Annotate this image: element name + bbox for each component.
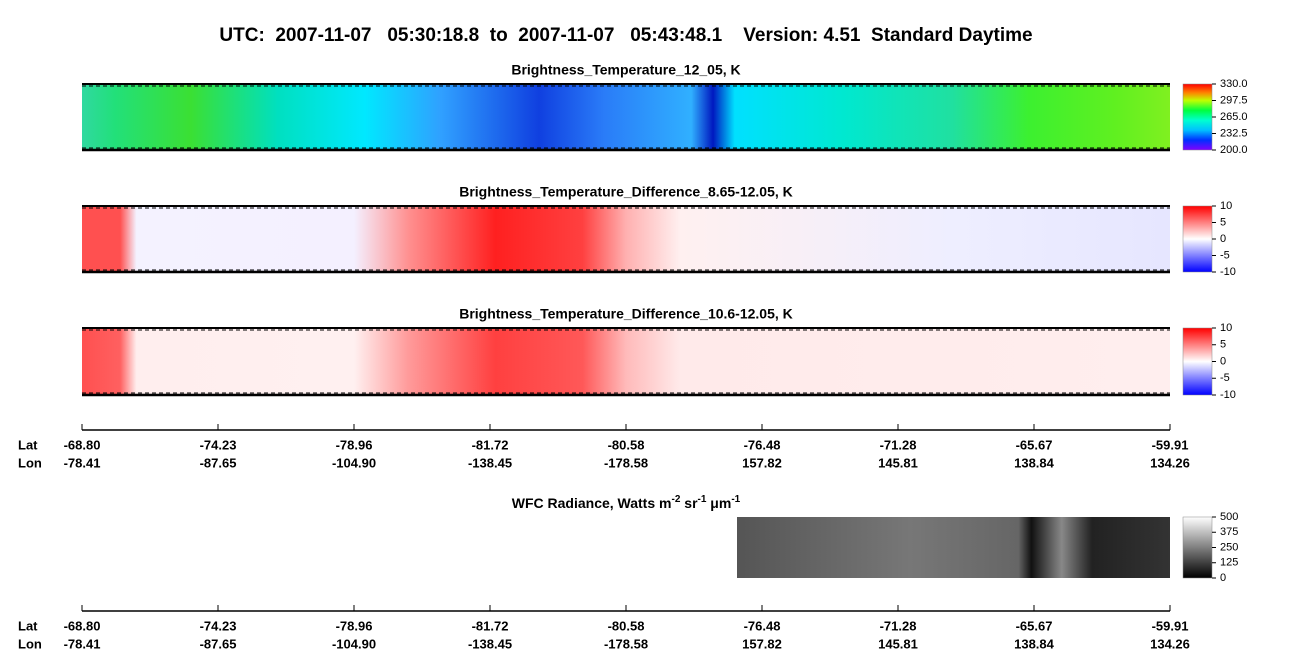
title-superscript: -1 (698, 494, 707, 505)
colorbar-tick-label: 125 (1220, 557, 1238, 569)
title-part: μm (706, 495, 731, 511)
lat-label: -68.80 (64, 618, 101, 633)
lat-label: -71.28 (880, 437, 917, 452)
lat-label: -76.48 (744, 618, 781, 633)
colorbar-tick-label: 5 (1220, 339, 1226, 351)
colorbar (1182, 327, 1213, 396)
lon-label: 157.82 (742, 455, 782, 470)
heatmap-image (82, 84, 1170, 150)
colorbar-tick-label: 297.5 (1220, 94, 1248, 106)
lat-label: -74.23 (200, 618, 237, 633)
colorbar-tick-label: 5 (1220, 216, 1226, 228)
panel-title: Brightness_Temperature_Difference_10.6-1… (459, 306, 793, 322)
colorbar-tick-label: 0 (1220, 572, 1226, 584)
colorbar-tick-label: 330.0 (1220, 78, 1248, 90)
heatmap-image (82, 328, 1170, 395)
lat-label: -59.91 (1152, 437, 1189, 452)
lat-label: -78.96 (336, 437, 373, 452)
axis-row-label: Lat (18, 437, 38, 452)
page-title: UTC: 2007-11-07 05:30:18.8 to 2007-11-07… (219, 25, 1032, 46)
colorbar (1182, 83, 1213, 151)
colorbar-tick-label: 200.0 (1220, 144, 1248, 156)
lat-label: -71.28 (880, 618, 917, 633)
colorbar-tick-label: -10 (1220, 389, 1236, 401)
lat-label: -68.80 (64, 437, 101, 452)
lat-label: -81.72 (472, 437, 509, 452)
lon-label: 138.84 (1014, 636, 1055, 651)
lon-label: -138.45 (468, 636, 512, 651)
lat-label: -74.23 (200, 437, 237, 452)
colorbar-tick-label: -5 (1220, 372, 1230, 384)
lon-label: -178.58 (604, 455, 648, 470)
axis-row-label: Lon (18, 636, 42, 651)
lon-label: 145.81 (878, 636, 918, 651)
colorbar-tick-label: 0 (1220, 355, 1226, 367)
lat-label: -76.48 (744, 437, 781, 452)
title-part: WFC Radiance, Watts m (512, 495, 672, 511)
lon-label: -87.65 (200, 636, 237, 651)
lon-label: -138.45 (468, 455, 512, 470)
lon-label: -104.90 (332, 455, 376, 470)
title-superscript: -2 (671, 494, 680, 505)
colorbar-tick-label: 232.5 (1220, 127, 1248, 139)
title-part: sr (680, 495, 698, 511)
lon-label: 138.84 (1014, 455, 1055, 470)
panel-title: Brightness_Temperature_Difference_8.65-1… (459, 184, 793, 200)
colorbar-tick-label: 500 (1220, 511, 1238, 523)
colorbar-tick-label: 375 (1220, 526, 1238, 538)
panel-title: WFC Radiance, Watts m-2 sr-1 μm-1 (512, 494, 741, 511)
lon-label: -78.41 (64, 636, 101, 651)
colorbar (1182, 205, 1213, 273)
colorbar-tick-label: 0 (1220, 233, 1226, 245)
colorbar (1182, 516, 1213, 579)
lon-label: -178.58 (604, 636, 648, 651)
colorbar-tick-label: -10 (1220, 266, 1236, 278)
lat-label: -80.58 (608, 618, 645, 633)
heatmap-image (82, 206, 1170, 272)
heatmap-image (737, 517, 1170, 578)
lat-label: -81.72 (472, 618, 509, 633)
lat-label: -65.67 (1016, 437, 1053, 452)
colorbar-tick-label: 265.0 (1220, 111, 1248, 123)
lat-label: -65.67 (1016, 618, 1053, 633)
lon-label: -78.41 (64, 455, 101, 470)
lat-label: -78.96 (336, 618, 373, 633)
colorbar-tick-label: -5 (1220, 249, 1230, 261)
colorbar-tick-label: 10 (1220, 322, 1232, 334)
lon-label: 145.81 (878, 455, 918, 470)
title-superscript: -1 (731, 494, 740, 505)
lon-label: -104.90 (332, 636, 376, 651)
lon-label: 134.26 (1150, 636, 1190, 651)
lon-label: -87.65 (200, 455, 237, 470)
lon-label: 157.82 (742, 636, 782, 651)
axis-row-label: Lon (18, 455, 42, 470)
colorbar-tick-label: 10 (1220, 200, 1232, 212)
colorbar-tick-label: 250 (1220, 541, 1238, 553)
lon-label: 134.26 (1150, 455, 1190, 470)
axis-row-label: Lat (18, 618, 38, 633)
lat-label: -59.91 (1152, 618, 1189, 633)
panel-title: Brightness_Temperature_12_05, K (511, 62, 740, 78)
lat-label: -80.58 (608, 437, 645, 452)
